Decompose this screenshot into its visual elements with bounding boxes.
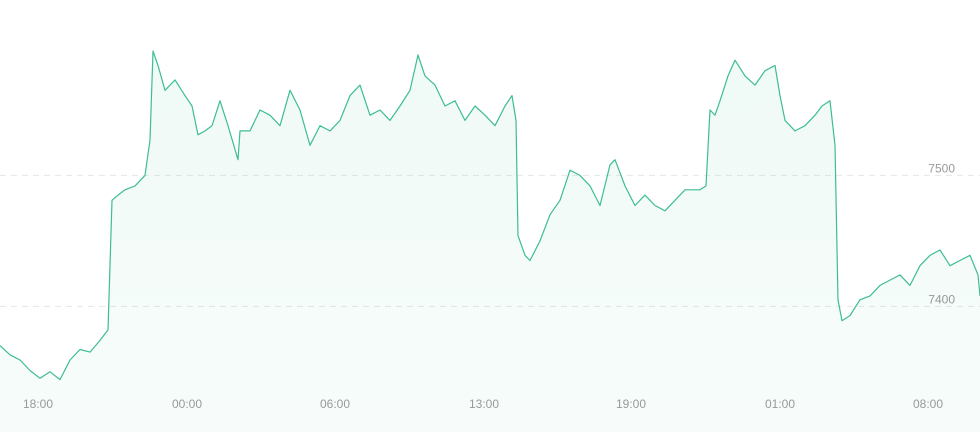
y-tick-label: 7400 (928, 292, 955, 306)
price-line (0, 50, 980, 381)
x-tick-label: 18:00 (23, 397, 53, 411)
x-tick-label: 01:00 (765, 397, 795, 411)
x-tick-label: 00:00 (172, 397, 202, 411)
x-tick-label: 08:00 (913, 397, 943, 411)
x-tick-label: 13:00 (469, 397, 499, 411)
y-tick-label: 7500 (928, 162, 955, 176)
x-tick-label: 19:00 (616, 397, 646, 411)
x-tick-label: 06:00 (320, 397, 350, 411)
area (0, 51, 980, 432)
